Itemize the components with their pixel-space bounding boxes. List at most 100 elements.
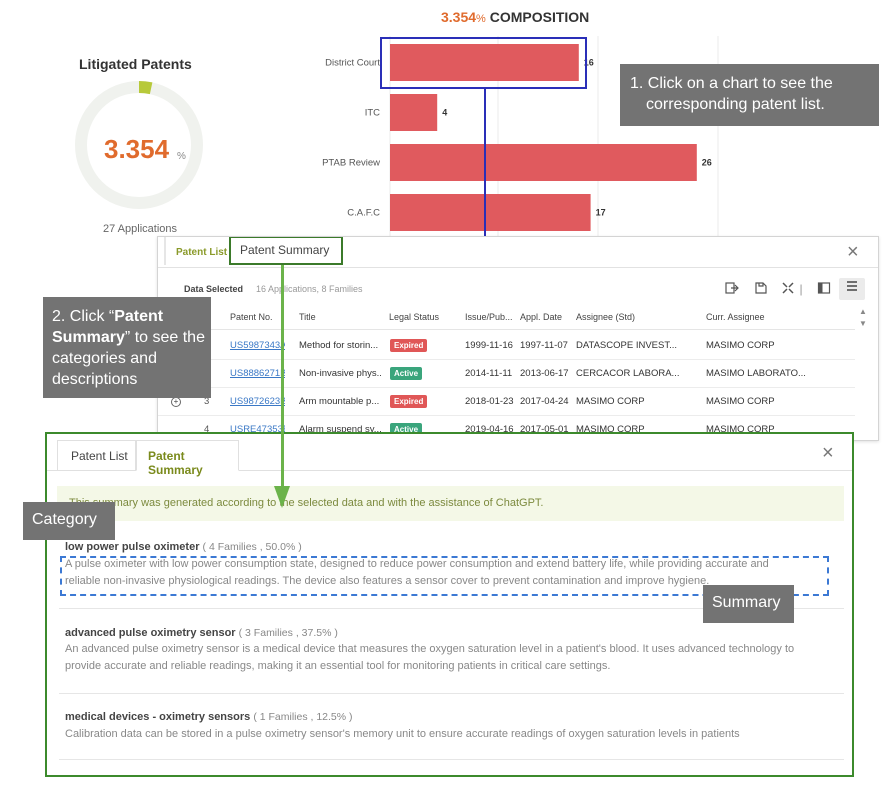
row-title: Arm mountable p...	[299, 396, 380, 407]
col-header-issue[interactable]: Issue/Pub...	[465, 312, 513, 322]
save-icon[interactable]	[752, 281, 770, 297]
category-meta: ( 1 Families , 12.5% )	[253, 711, 353, 723]
bar-c-a-f-c[interactable]	[390, 194, 591, 231]
litigated-donut-chart[interactable]	[73, 79, 205, 211]
applications-count: 27 Applications	[103, 223, 177, 235]
composition-bar-chart[interactable]: District Court 16 ITC 4 PTAB Review 26 C.A.F.C…	[310, 36, 730, 236]
row-appl-date: 2017-05-01	[520, 424, 569, 435]
export-icon[interactable]	[723, 281, 741, 297]
category-description: Calibration data can be stored in a puls…	[65, 728, 740, 740]
patent-no-link[interactable]: US8886271B2	[230, 368, 285, 379]
bar-itc[interactable]	[390, 94, 438, 131]
bar-highlight-box	[380, 37, 587, 89]
callout-summary: Summary	[703, 585, 794, 623]
col-header-assignee[interactable]: Assignee (Std)	[576, 312, 636, 322]
scroll-down-icon[interactable]: ▼	[859, 319, 867, 328]
tab-patent-summary[interactable]: Patent Summary	[229, 237, 343, 265]
summary-highlight-box	[60, 556, 829, 596]
summary-tab-patent-list[interactable]: Patent List	[57, 440, 136, 470]
col-header-appl-date[interactable]: Appl. Date	[520, 312, 563, 322]
bar-value-label: 26	[702, 158, 712, 168]
chatgpt-notice: This summary was generated according to …	[57, 486, 844, 521]
table-row[interactable]: 1 US5987343A Method for storin... Expire…	[158, 332, 855, 360]
bar-ptab-review[interactable]	[390, 144, 697, 181]
patent-no-link[interactable]: USRE47353E	[230, 424, 285, 435]
callout-step2-suffix: ” to see the categories and descriptions	[52, 329, 205, 388]
category-tick-label: ITC	[365, 108, 380, 119]
bar-value-label: 17	[596, 208, 606, 218]
col-header-curr-assignee[interactable]: Curr. Assignee	[706, 312, 765, 322]
category-description: An advanced pulse oximetry sensor is a m…	[65, 643, 795, 672]
close-icon[interactable]: ×	[822, 442, 834, 464]
split-view-icon[interactable]	[815, 281, 833, 297]
tab-bar-line	[47, 470, 852, 471]
category-name: medical devices - oximetry sensors	[65, 711, 251, 723]
status-badge: Expired	[390, 395, 428, 408]
header-divider	[158, 267, 878, 268]
composition-title: 3.354% COMPOSITION	[441, 9, 589, 25]
status-badge: Active	[390, 367, 423, 380]
data-selected-label: Data Selected	[184, 284, 244, 294]
donut-value: 3.354	[104, 134, 170, 164]
status-badge: Expired	[390, 339, 428, 352]
callout-step2-prefix: 2. Click “	[52, 308, 115, 325]
category-divider	[59, 759, 844, 760]
category-name: low power pulse oximeter	[65, 541, 200, 553]
category-title[interactable]: advanced pulse oximetry sensor ( 3 Famil…	[65, 627, 338, 639]
data-selected-count: 16 Applications, 8 Families	[256, 284, 363, 294]
category-tick-label: PTAB Review	[322, 158, 380, 169]
row-appl-date: 1997-11-07	[520, 340, 568, 351]
list-view-icon[interactable]	[839, 278, 865, 300]
tab-divider	[164, 237, 166, 265]
row-assignee: MASIMO CORP	[576, 396, 645, 407]
bar-value-label: 16	[584, 58, 594, 68]
row-issue-date: 1999-11-16	[465, 340, 513, 351]
row-appl-date: 2013-06-17	[520, 368, 569, 379]
category-title[interactable]: medical devices - oximetry sensors ( 1 F…	[65, 711, 353, 723]
row-title: Method for storin...	[299, 340, 379, 351]
summary-tab-patent-summary[interactable]: Patent Summary	[136, 440, 239, 477]
row-appl-date: 2017-04-24	[520, 396, 569, 407]
row-title: Non-invasive phys...	[299, 368, 381, 379]
green-connector-line	[281, 265, 284, 495]
row-num: 3	[204, 396, 210, 407]
close-icon[interactable]: ×	[847, 241, 859, 263]
callout-category: Category	[23, 502, 115, 540]
category-description: A pulse oximeter with low power consumpt…	[65, 558, 769, 587]
row-title: Alarm suspend sy...	[299, 424, 381, 435]
row-assignee: CERCACOR LABORA...	[576, 368, 680, 379]
callout-step2: 2. Click “Patent Summary” to see the cat…	[43, 297, 211, 398]
row-curr-assignee: MASIMO LABORATO...	[706, 368, 806, 379]
callout-step1-line1: 1. Click on a chart to see the	[630, 75, 833, 92]
table-row[interactable]: 2 US8886271B2 Non-invasive phys... Activ…	[158, 360, 855, 388]
green-arrow-icon	[274, 486, 290, 508]
row-assignee: DATASCOPE INVEST...	[576, 340, 678, 351]
patent-no-link[interactable]: US9872623B2	[230, 396, 285, 407]
collapse-icon[interactable]	[779, 281, 797, 297]
row-assignee: MASIMO CORP	[576, 424, 645, 435]
col-header-title[interactable]: Title	[299, 312, 316, 322]
row-curr-assignee: MASIMO CORP	[706, 424, 775, 435]
bar-district-court[interactable]	[390, 44, 579, 81]
expand-row-icon[interactable]: +	[171, 397, 181, 407]
category-title[interactable]: low power pulse oximeter ( 4 Families , …	[65, 541, 302, 553]
row-curr-assignee: MASIMO CORP	[706, 396, 775, 407]
table-header	[158, 305, 855, 330]
scroll-up-icon[interactable]: ▲	[859, 307, 867, 316]
patent-no-link[interactable]: US5987343A	[230, 340, 285, 351]
tab-patent-list[interactable]: Patent List	[176, 247, 228, 258]
col-header-patent-no[interactable]: Patent No.	[230, 312, 273, 322]
category-tick-label: District Court	[325, 58, 380, 69]
composition-percent: 3.354	[441, 9, 477, 25]
col-header-legal-status[interactable]: Legal Status	[389, 312, 440, 322]
category-meta: ( 3 Families , 37.5% )	[238, 627, 338, 639]
table-row[interactable]: 3 US9872623B2 Arm mountable p... Expired…	[158, 388, 855, 416]
donut-fill-arc[interactable]	[75, 81, 203, 209]
composition-percent-sign: %	[476, 13, 486, 25]
row-num: 4	[204, 424, 210, 435]
litigated-patents-title: Litigated Patents	[79, 56, 192, 72]
category-tick-label: C.A.F.C	[347, 208, 380, 219]
row-issue-date: 2018-01-23	[465, 396, 514, 407]
callout-step1-line2: corresponding patent list.	[646, 96, 825, 113]
patent-list-panel: Patent List Patent Summary × Data Select…	[157, 236, 879, 441]
